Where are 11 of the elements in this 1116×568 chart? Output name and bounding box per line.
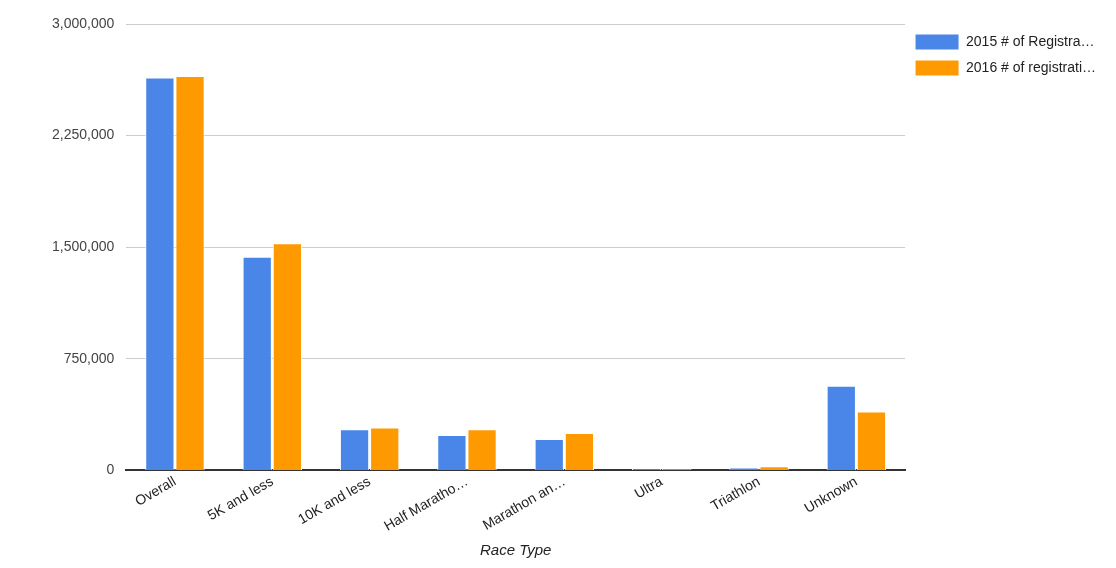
y-tick-label: 3,000,000	[51, 14, 115, 31]
y-tick-label: 0	[106, 461, 115, 478]
y-tick-label: 2,250,000	[51, 126, 115, 143]
x-tick-label: 10K and less	[295, 472, 374, 528]
x-tick-label: Ultra	[631, 472, 666, 502]
legend-label: 2015 # of Registra…	[966, 32, 1095, 49]
y-tick-label: 1,500,000	[51, 238, 115, 255]
x-axis-title: Race Type	[479, 541, 552, 559]
y-tick-label: 750,000	[63, 349, 115, 366]
legend-label: 2016 # of registrati…	[966, 58, 1097, 75]
x-tick-label: 5K and less	[204, 472, 276, 524]
